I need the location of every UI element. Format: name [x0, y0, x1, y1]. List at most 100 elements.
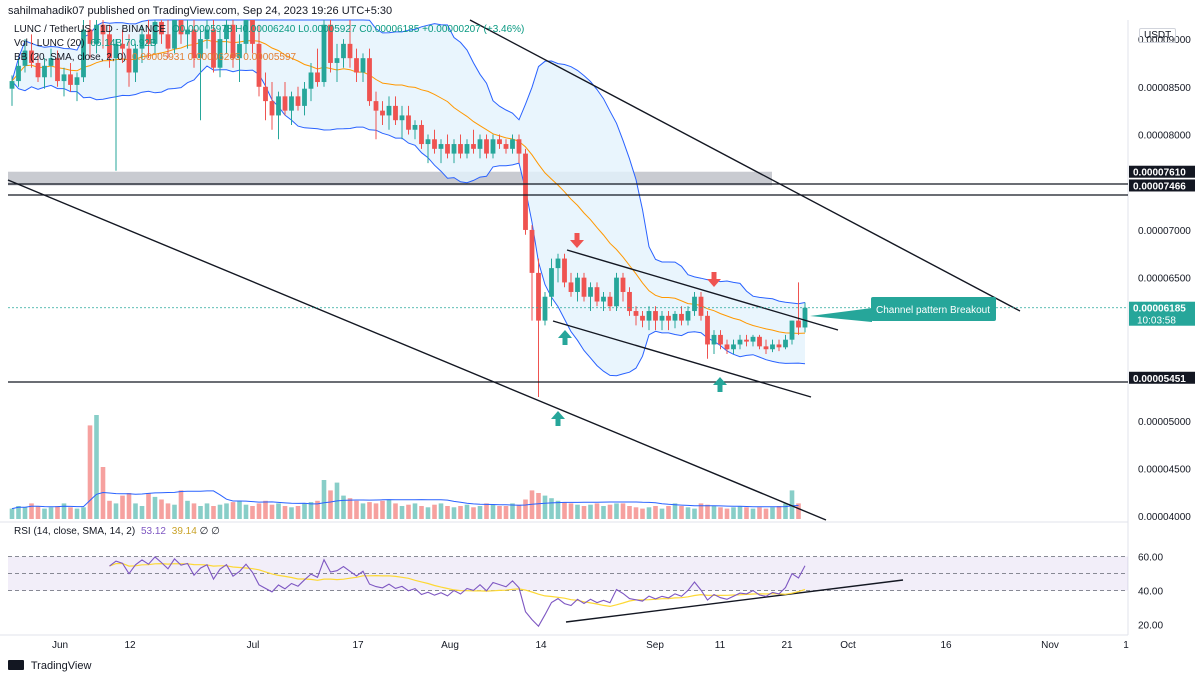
candle-body — [724, 344, 730, 350]
volume-bar — [607, 504, 613, 519]
price-tick-label: 0.00004000 — [1138, 512, 1191, 523]
volume-bar — [315, 500, 320, 519]
rsi-sma-value: 39.14 — [171, 526, 197, 537]
volume-bar — [81, 507, 86, 519]
candle-body — [406, 115, 411, 130]
volume-bar — [282, 506, 288, 519]
volume-bar — [367, 502, 372, 519]
volume-bar — [68, 507, 73, 519]
volume-bar — [484, 503, 489, 519]
candle-body — [16, 65, 21, 82]
candle-body — [549, 268, 554, 297]
candle-body — [282, 96, 288, 111]
volume-bar — [471, 507, 476, 519]
candle-body — [575, 277, 580, 292]
volume-bar — [16, 506, 21, 519]
brand-footer[interactable]: TradingView — [8, 660, 91, 672]
candle-body — [802, 307, 808, 328]
candle-body — [536, 272, 541, 321]
price-level-badge — [1129, 165, 1195, 178]
volume-bar — [789, 490, 795, 519]
volume-bar — [230, 502, 236, 519]
candle-body — [770, 344, 775, 350]
volume-bar — [523, 499, 528, 519]
time-tick-label: 21 — [781, 640, 793, 651]
rsi-legend: RSI (14, close, SMA, 14, 2) 53.12 39.14 … — [14, 526, 220, 537]
currency-label[interactable]: USDT — [1139, 28, 1177, 43]
candle-body — [744, 339, 749, 342]
volume-bar — [61, 503, 67, 519]
candle-body — [126, 48, 132, 73]
candle-body — [276, 96, 281, 116]
volume-bar — [653, 506, 658, 519]
volume-bar — [152, 496, 158, 519]
volume-bar — [685, 507, 691, 519]
channel-lower-line — [552, 320, 812, 398]
volume-bar — [159, 499, 164, 519]
candle-body — [81, 29, 86, 78]
volume-bar — [438, 503, 444, 519]
candle-body — [705, 315, 710, 345]
candle-body — [653, 311, 658, 321]
candle-body — [471, 144, 476, 149]
candle-body — [497, 139, 502, 145]
candle-body — [139, 34, 145, 49]
volume-bar — [458, 506, 463, 519]
volume-bar — [243, 504, 249, 519]
upper-trendline — [469, 19, 1021, 312]
callout-box — [871, 297, 996, 321]
candle-body — [178, 20, 184, 35]
rsi-tick-label: 60.00 — [1138, 553, 1163, 564]
volume-bar — [724, 508, 730, 519]
candle-body — [22, 50, 28, 66]
volume-bar — [198, 506, 203, 519]
volume-bar — [35, 506, 41, 519]
candle-body — [243, 20, 249, 44]
candle-body — [445, 144, 450, 154]
rsi-line — [109, 556, 806, 628]
bb-legend: BB (20, SMA, close, 2, 0) 0.00005931 0.0… — [14, 52, 296, 63]
volume-bar — [113, 503, 119, 519]
volume-bar — [256, 503, 262, 519]
candle-body — [718, 334, 723, 345]
time-tick-label: Aug — [441, 640, 459, 651]
volume-bar — [341, 495, 346, 519]
tradingview-logo-icon — [8, 660, 24, 670]
candle-body — [61, 74, 67, 82]
candle-body — [484, 139, 489, 154]
volume-bar — [165, 503, 171, 519]
price-level-label: 0.00007466 — [1133, 181, 1186, 192]
volume-bar — [380, 500, 385, 519]
volume-bar — [237, 500, 242, 519]
volume-bar — [406, 504, 411, 519]
volume-bar — [302, 503, 307, 519]
candle-body — [94, 24, 99, 44]
time-tick-label: Sep — [646, 640, 664, 651]
time-tick-label: Oct — [840, 640, 856, 651]
candle-body — [731, 344, 736, 350]
volume-bar — [497, 506, 502, 519]
candle-body — [100, 24, 106, 35]
volume-bar — [711, 506, 717, 519]
price-tick-label: 0.00008000 — [1138, 131, 1191, 142]
candle-body — [328, 24, 333, 63]
symbol-line: LUNC / TetherUS · 1D · BINANCE — [14, 24, 167, 35]
bollinger-basis-line — [11, 39, 806, 334]
volume-bar — [328, 490, 333, 519]
volume-bar — [659, 508, 665, 519]
volume-bar — [757, 507, 762, 519]
volume-bar — [646, 507, 652, 519]
volume-bar — [510, 503, 515, 519]
candle-body — [211, 29, 216, 68]
volume-bar — [640, 508, 645, 519]
candle-body — [659, 315, 665, 321]
candle-body — [438, 144, 444, 149]
volume-bar — [679, 506, 684, 519]
price-tick-label: 0.00006500 — [1138, 274, 1191, 285]
candle-body — [776, 344, 782, 348]
candle-body — [581, 277, 587, 297]
callout-text: Channel pattern Breakout — [876, 305, 990, 316]
candle-body — [432, 139, 437, 149]
volume-bar — [393, 503, 398, 519]
